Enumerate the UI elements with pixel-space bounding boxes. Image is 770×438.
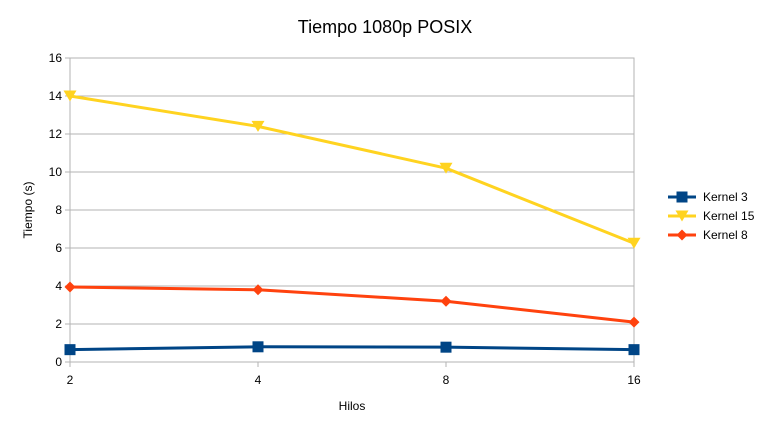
y-tick-label: 0 [55,355,62,369]
data-point [439,162,453,174]
data-point [63,90,77,102]
x-tick-labels: 2 4 8 16 [67,362,641,387]
series-kernel-8 [64,281,640,328]
plot-area-border [69,57,635,363]
data-point [440,341,452,353]
data-point [64,281,76,293]
data-point [440,295,452,307]
y-tick-label: 6 [55,241,62,255]
y-tick-label: 10 [49,165,63,179]
y-axis-title: Tiempo (s) [21,182,35,239]
legend-marker [676,229,688,241]
y-tick-label: 8 [55,203,62,217]
data-point [252,284,264,296]
legend-marker [676,191,688,203]
x-tick-label: 8 [443,373,450,387]
series-line [69,285,635,324]
x-tick-label: 2 [67,373,74,387]
chart-title: Tiempo 1080p POSIX [298,17,472,37]
legend-marker [675,210,689,222]
data-point [251,120,265,132]
data-point [64,344,76,356]
y-tick-label: 12 [49,127,63,141]
y-tick-label: 14 [49,89,63,103]
x-tick-label: 4 [255,373,262,387]
y-tick-label: 2 [55,317,62,331]
x-axis-title: Hilos [339,399,366,413]
plot-border [69,57,635,363]
series-kernel-3 [64,341,640,356]
data-point [628,344,640,356]
legend-item: Kernel 15 [668,209,755,223]
x-tick-label: 16 [627,373,641,387]
y-tick-label: 16 [49,51,63,65]
data-point [252,341,264,353]
data-point [628,316,640,328]
series-group [63,90,641,356]
legend-item: Kernel 8 [668,228,748,242]
legend: Kernel 3 Kernel 15 Kernel 8 [668,190,755,242]
series-line [69,345,635,352]
legend-label: Kernel 8 [703,228,748,242]
legend-label: Kernel 15 [703,209,755,223]
legend-label: Kernel 3 [703,190,748,204]
y-tick-labels: 0 2 4 6 8 10 12 14 16 [49,51,63,369]
y-tick-label: 4 [55,279,62,293]
legend-item: Kernel 3 [668,190,748,204]
data-point [627,237,641,249]
series-line [69,94,635,245]
series-kernel-15 [63,90,641,249]
